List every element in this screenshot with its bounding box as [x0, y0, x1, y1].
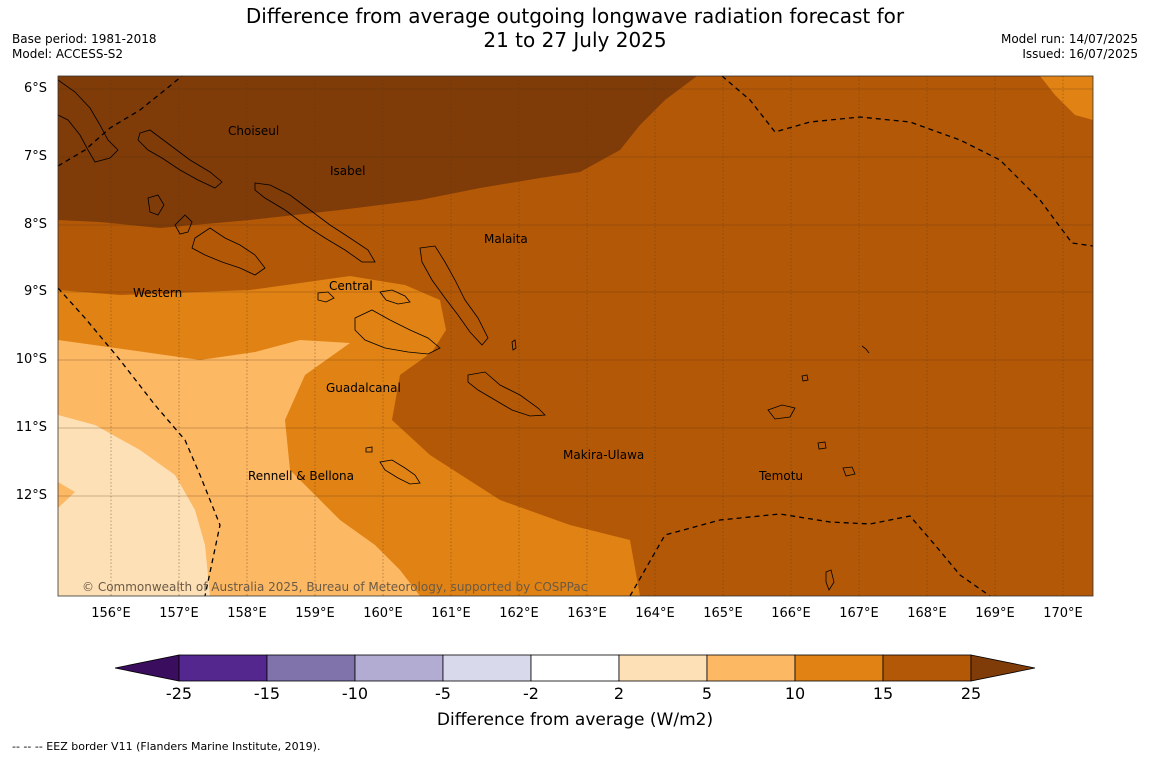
region-label-western: Western — [133, 286, 183, 300]
graticule — [110, 76, 1064, 596]
lat-label: 7°S — [23, 149, 47, 164]
lat-label: 6°S — [23, 81, 47, 96]
map-title-line1: Difference from average outgoing longwav… — [245, 4, 905, 28]
eez-border — [58, 76, 1093, 596]
colorbar-tick-label: -5 — [435, 684, 451, 703]
model-run: Model run: 14/07/2025 — [1000, 32, 1138, 46]
lat-label: 11°S — [15, 420, 47, 435]
map-title-line2: 21 to 27 July 2025 — [483, 28, 667, 52]
island-new-georgia-main — [191, 227, 266, 276]
lon-label: 165°E — [703, 606, 743, 621]
lat-label: 8°S — [23, 217, 47, 232]
colorbar-tick-label: 2 — [613, 684, 625, 703]
colorbar-segment — [266, 654, 356, 682]
band-2-5 — [58, 415, 210, 596]
band-10-15-east — [1040, 76, 1093, 120]
lon-label: 158°E — [227, 606, 267, 621]
lon-label: 163°E — [567, 606, 607, 621]
colorbar-tick-label: -25 — [165, 684, 193, 703]
island-new-georgia — [174, 214, 193, 235]
map-title: Difference from average outgoing longwav… — [0, 4, 1150, 52]
lon-label: 169°E — [975, 606, 1015, 621]
region-label-temotu: Temotu — [759, 469, 804, 483]
colorbar-tick-label: 25 — [960, 684, 982, 703]
colorbar-high-arrow — [970, 654, 1036, 682]
region-label-rennell-bellona: Rennell & Bellona — [248, 469, 355, 483]
island-florida — [379, 289, 411, 305]
colorbar-segment — [706, 654, 796, 682]
lon-label: 162°E — [499, 606, 539, 621]
colorbar-segment — [794, 654, 884, 682]
colorbar-segment — [354, 654, 444, 682]
colorbar-tick-label: 15 — [872, 684, 894, 703]
colorbar-segment — [618, 654, 708, 682]
issued-date: Issued: 16/07/2025 — [1022, 47, 1138, 61]
lat-label: 10°S — [15, 352, 47, 367]
band-25-plus — [58, 76, 697, 228]
lon-label: 159°E — [295, 606, 335, 621]
colorbar-segment — [530, 654, 620, 682]
coastlines — [58, 79, 870, 591]
island-guadalcanal — [354, 309, 441, 355]
island-malaita — [419, 245, 489, 346]
lon-label: 170°E — [1043, 606, 1083, 621]
colorbar-tick-label: -2 — [523, 684, 539, 703]
region-label-central: Central — [329, 279, 373, 293]
island-vella-lavella — [147, 194, 165, 216]
map-frame — [57, 75, 1094, 597]
meta-right: Model run: 14/07/2025 Issued: 16/07/2025 — [1001, 32, 1138, 62]
base-period: Base period: 1981-2018 — [12, 32, 157, 46]
lon-label: 161°E — [431, 606, 471, 621]
island-utupua — [817, 441, 827, 450]
colorbar-segment — [882, 654, 972, 682]
lat-label: 9°S — [23, 284, 47, 299]
island-reef — [801, 374, 809, 382]
region-label-makira-ulawa: Makira-Ulawa — [563, 448, 645, 462]
island-santa-cruz — [767, 404, 796, 420]
region-label-malaita: Malaita — [484, 232, 528, 246]
lat-label: 12°S — [15, 488, 47, 503]
colorbar-tick-label: 5 — [701, 684, 713, 703]
island-ontong — [511, 339, 517, 351]
island-makira — [467, 371, 546, 417]
colorbar-low-arrow — [114, 654, 180, 682]
island-duff — [861, 345, 870, 354]
colorbar-title: Difference from average (W/m2) — [436, 710, 714, 730]
anomaly-fill-layer — [58, 76, 1093, 596]
island-russell — [317, 291, 335, 303]
colorbar — [114, 654, 1036, 682]
island-bellona — [365, 446, 373, 453]
island-tikopia — [825, 569, 835, 591]
region-label-choiseul: Choiseul — [228, 124, 280, 138]
island-rennell — [379, 459, 421, 485]
island-isabel — [254, 182, 376, 263]
lon-label: 166°E — [771, 606, 811, 621]
region-label-isabel: Isabel — [330, 164, 366, 178]
model-name: Model: ACCESS-S2 — [12, 47, 124, 61]
lon-label: 156°E — [91, 606, 131, 621]
lon-label: 157°E — [159, 606, 199, 621]
island-vanikoro — [842, 466, 856, 477]
colorbar-tick-label: -15 — [253, 684, 281, 703]
eez-footnote: -- -- -- EEZ border V11 (Flanders Marine… — [12, 740, 321, 753]
copyright-notice: © Commonwealth of Australia 2025, Bureau… — [82, 580, 588, 594]
lon-label: 167°E — [839, 606, 879, 621]
lon-label: 168°E — [907, 606, 947, 621]
colorbar-tick-label: 10 — [784, 684, 806, 703]
lon-label: 160°E — [363, 606, 403, 621]
lon-label: 164°E — [635, 606, 675, 621]
region-label-guadalcanal: Guadalcanal — [326, 381, 401, 395]
island-bougainville — [58, 79, 119, 163]
meta-left: Base period: 1981-2018 Model: ACCESS-S2 — [12, 32, 157, 62]
graticule-lat — [58, 88, 1093, 497]
colorbar-segment — [178, 654, 268, 682]
colorbar-tick-label: -10 — [341, 684, 369, 703]
island-choiseul — [137, 129, 223, 189]
colorbar-segment — [442, 654, 532, 682]
